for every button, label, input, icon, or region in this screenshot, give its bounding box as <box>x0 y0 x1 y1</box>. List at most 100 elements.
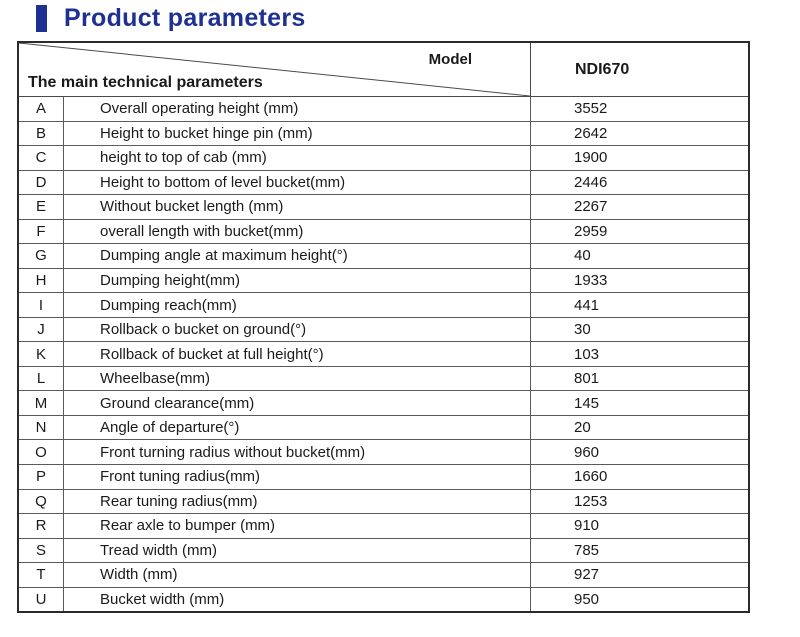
row-value-cell: 801 <box>531 367 748 391</box>
row-key: M <box>34 394 48 412</box>
row-value: 927 <box>574 566 600 584</box>
table-row: J Rollback o bucket on ground(°) 30 <box>19 317 748 343</box>
row-key: P <box>35 468 46 486</box>
row-key: C <box>35 149 47 167</box>
row-value: 2267 <box>574 198 608 216</box>
table-row: D Height to bottom of level bucket(mm) 2… <box>19 170 748 196</box>
row-key-cell: C <box>19 146 64 170</box>
row-key-cell: R <box>19 514 64 538</box>
row-param-label: Front turning radius without bucket(mm) <box>100 443 366 461</box>
row-value-cell: 2959 <box>531 220 748 244</box>
row-key: R <box>35 517 47 535</box>
row-value-cell: 2642 <box>531 122 748 146</box>
table-row: I Dumping reach(mm) 441 <box>19 293 748 318</box>
row-key-cell: F <box>19 219 64 244</box>
row-value: 103 <box>574 345 600 363</box>
row-value-cell: 1660 <box>531 465 748 489</box>
row-param-label: Height to bucket hinge pin (mm) <box>100 124 313 142</box>
row-param-label: Bucket width (mm) <box>100 590 225 608</box>
table-row: B Height to bucket hinge pin (mm) 2642 <box>19 121 748 147</box>
row-key-cell: Q <box>19 489 64 514</box>
row-value-cell: 103 <box>531 342 748 366</box>
table-row: U Bucket width (mm) 950 <box>19 587 748 612</box>
row-value-cell: 145 <box>531 391 748 415</box>
row-value: 950 <box>574 590 600 608</box>
row-key: Q <box>35 492 47 510</box>
row-param-cell: Rollback o bucket on ground(°) <box>64 317 531 342</box>
row-value: 960 <box>574 443 600 461</box>
row-value: 2642 <box>574 124 608 142</box>
table-row: R Rear axle to bumper (mm) 910 <box>19 514 748 539</box>
row-param-label: Rollback of bucket at full height(°) <box>100 345 324 363</box>
row-param-cell: Height to bottom of level bucket(mm) <box>64 170 531 195</box>
row-value-cell: 960 <box>531 440 748 464</box>
row-key-cell: P <box>19 464 64 489</box>
row-param-label: Height to bottom of level bucket(mm) <box>100 173 346 191</box>
row-value-cell: 20 <box>531 416 748 440</box>
row-key-cell: O <box>19 440 64 464</box>
row-value: 1900 <box>574 149 608 167</box>
row-key: A <box>35 100 46 118</box>
model-value: NDI670 <box>575 60 630 78</box>
row-param-label: Tread width (mm) <box>100 541 217 559</box>
row-key-cell: N <box>19 415 64 440</box>
row-key-cell: M <box>19 391 64 415</box>
row-value: 30 <box>574 321 591 339</box>
row-param-cell: Width (mm) <box>64 563 531 587</box>
row-param-cell: Height to bucket hinge pin (mm) <box>64 121 531 146</box>
row-key: L <box>36 370 46 388</box>
table-body: A Overall operating height (mm) 3552 B H… <box>19 97 748 612</box>
row-key: K <box>35 345 46 363</box>
table-header-diagonal-cell: Model The main technical parameters <box>19 43 531 96</box>
row-key: J <box>37 321 45 339</box>
row-key: T <box>36 566 46 584</box>
row-param-cell: Without bucket length (mm) <box>64 195 531 219</box>
table-row: C height to top of cab (mm) 1900 <box>19 146 748 171</box>
row-param-label: Dumping angle at maximum height(°) <box>100 247 348 265</box>
row-param-cell: Rear axle to bumper (mm) <box>64 514 531 538</box>
row-value-cell: 2267 <box>531 195 748 219</box>
table-header-row: Model The main technical parameters NDI6… <box>19 43 748 97</box>
row-key: S <box>35 541 46 559</box>
row-value: 1253 <box>574 492 608 510</box>
row-key: B <box>35 124 46 142</box>
table-row: P Front tuning radius(mm) 1660 <box>19 464 748 490</box>
row-key: D <box>35 173 47 191</box>
row-value: 2959 <box>574 222 608 240</box>
row-param-cell: Dumping height(mm) <box>64 268 531 293</box>
table-row: L Wheelbase(mm) 801 <box>19 366 748 392</box>
row-param-cell: Angle of departure(°) <box>64 415 531 440</box>
row-value-cell: 785 <box>531 539 748 563</box>
row-param-label: Rollback o bucket on ground(°) <box>100 321 307 339</box>
row-value-cell: 910 <box>531 514 748 538</box>
row-value: 20 <box>574 419 591 437</box>
header-params-label: The main technical parameters <box>28 74 263 91</box>
page-header: Product parameters <box>36 4 306 33</box>
row-key: I <box>38 296 44 314</box>
row-param-label: Ground clearance(mm) <box>100 394 255 412</box>
row-param-cell: Front tuning radius(mm) <box>64 464 531 489</box>
row-value-cell: 927 <box>531 563 748 587</box>
table-row: K Rollback of bucket at full height(°) 1… <box>19 342 748 367</box>
row-value: 441 <box>574 296 600 314</box>
row-value: 910 <box>574 517 600 535</box>
page-title: Product parameters <box>64 4 306 32</box>
row-param-label: Rear axle to bumper (mm) <box>100 517 276 535</box>
table-row: T Width (mm) 927 <box>19 563 748 588</box>
row-value-cell: 1900 <box>531 146 748 170</box>
table-row: F overall length with bucket(mm) 2959 <box>19 219 748 245</box>
row-key: H <box>35 271 47 289</box>
row-value: 3552 <box>574 100 608 118</box>
row-param-label: Overall operating height (mm) <box>100 100 299 118</box>
row-key-cell: D <box>19 170 64 195</box>
row-param-cell: height to top of cab (mm) <box>64 146 531 170</box>
row-param-cell: Rear tuning radius(mm) <box>64 489 531 514</box>
table-row: A Overall operating height (mm) 3552 <box>19 97 748 122</box>
header-model-value-cell: NDI670 <box>531 43 748 96</box>
row-param-label: Width (mm) <box>100 566 178 584</box>
row-param-label: Rear tuning radius(mm) <box>100 492 258 510</box>
row-param-cell: Overall operating height (mm) <box>64 97 531 121</box>
row-key-cell: A <box>19 97 64 121</box>
row-param-cell: Ground clearance(mm) <box>64 391 531 415</box>
header-model-label: Model <box>428 51 472 68</box>
